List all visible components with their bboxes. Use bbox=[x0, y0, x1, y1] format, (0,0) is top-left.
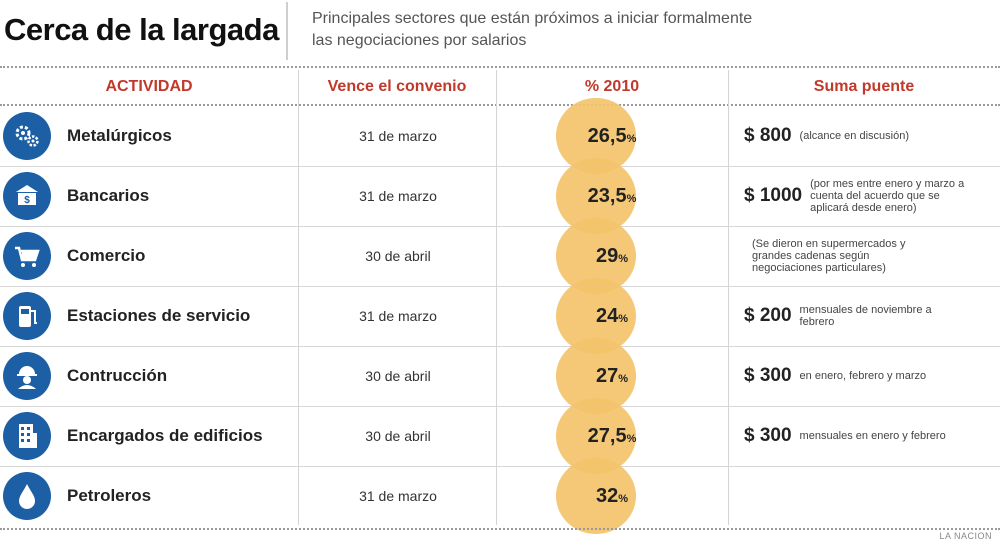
bridge-amount: $ 300 bbox=[744, 425, 792, 446]
bridge-note: (alcance en discusión) bbox=[799, 130, 909, 142]
oil-drop-icon bbox=[3, 472, 51, 520]
expiry-date: 30 de abril bbox=[365, 428, 431, 444]
column-divider bbox=[496, 70, 497, 525]
column-divider bbox=[728, 70, 729, 525]
percent-unit: % bbox=[626, 133, 637, 145]
column-divider bbox=[298, 70, 299, 525]
row-divider bbox=[0, 346, 1000, 347]
bridge-amount: $ 800 bbox=[744, 125, 792, 146]
table-row: Comercio 30 de abril 29% (Se dieron en s… bbox=[0, 218, 1000, 294]
column-header-activity: ACTIVIDAD bbox=[105, 78, 193, 95]
gears-icon bbox=[3, 112, 51, 160]
bridge-note: (por mes entre enero y marzo a cuenta de… bbox=[810, 178, 965, 214]
table-row: Estaciones de servicio 31 de marzo 24% $… bbox=[0, 278, 1000, 354]
table-row: Contrucción 30 de abril 27% $ 300 en ene… bbox=[0, 338, 1000, 414]
building-icon bbox=[3, 412, 51, 460]
column-header-percent: % 2010 bbox=[584, 78, 640, 95]
percent-number: 23,5 bbox=[587, 185, 627, 207]
subtitle: Principales sectores que están próximos … bbox=[312, 8, 852, 52]
percent-unit: % bbox=[618, 253, 629, 265]
table-row: Petroleros 31 de marzo 32% bbox=[0, 458, 1000, 534]
subtitle-line-1: Principales sectores que están próximos … bbox=[312, 10, 753, 27]
table-row: Encargados de edificios 30 de abril 27,5… bbox=[0, 398, 1000, 474]
bridge-amount: $ 200 bbox=[744, 305, 792, 326]
bridge-note: mensuales en enero y febrero bbox=[799, 430, 946, 442]
table-bottom-dotted-divider bbox=[0, 528, 1000, 530]
header-dotted-divider bbox=[0, 66, 1000, 68]
bridge-note: (Se dieron en supermercados y grandes ca… bbox=[752, 238, 906, 274]
row-divider bbox=[0, 226, 1000, 227]
percent-value: 27% bbox=[496, 346, 728, 406]
expiry-date: 30 de abril bbox=[365, 248, 431, 264]
fuel-pump-icon bbox=[3, 292, 51, 340]
percent-number: 27,5 bbox=[587, 425, 627, 447]
expiry-date: 31 de marzo bbox=[359, 308, 437, 324]
activity-name: Petroleros bbox=[67, 486, 152, 505]
bridge-note: mensuales de noviembre a febrero bbox=[799, 304, 932, 328]
bridge-sum: $ 200 mensuales de noviembre a febrero bbox=[744, 286, 965, 346]
percent-unit: % bbox=[618, 313, 629, 325]
table-header: ACTIVIDAD Vence el convenio % 2010 Suma … bbox=[0, 70, 1000, 104]
bridge-sum: (Se dieron en supermercados y grandes ca… bbox=[744, 226, 917, 286]
percent-value: 24% bbox=[496, 286, 728, 346]
activity-name: Estaciones de servicio bbox=[67, 306, 251, 325]
bridge-sum: $ 300 mensuales en enero y febrero bbox=[744, 406, 946, 466]
hard-hat-worker-icon bbox=[3, 352, 51, 400]
bridge-sum: $ 300 en enero, febrero y marzo bbox=[744, 346, 926, 406]
percent-unit: % bbox=[626, 193, 637, 205]
row-divider bbox=[0, 286, 1000, 287]
percent-unit: % bbox=[618, 373, 629, 385]
column-header-bridge: Suma puente bbox=[813, 78, 915, 95]
row-divider bbox=[0, 166, 1000, 167]
percent-number: 24 bbox=[595, 305, 619, 327]
bridge-sum bbox=[744, 466, 752, 526]
table-row: Metalúrgicos 31 de marzo 26,5% $ 800 (al… bbox=[0, 98, 1000, 174]
activity-name: Metalúrgicos bbox=[67, 126, 172, 145]
header: Cerca de la largada Principales sectores… bbox=[0, 0, 1000, 66]
activity-name: Encargados de edificios bbox=[67, 426, 263, 445]
bridge-amount: $ 300 bbox=[744, 365, 792, 386]
percent-value: 26,5% bbox=[496, 106, 728, 166]
activity-name: Contrucción bbox=[67, 366, 168, 385]
bridge-sum: $ 1000 (por mes entre enero y marzo a cu… bbox=[744, 166, 975, 226]
subtitle-line-2: las negociaciones por salarios bbox=[312, 32, 527, 49]
row-divider bbox=[0, 406, 1000, 407]
bridge-note: en enero, febrero y marzo bbox=[799, 370, 927, 382]
percent-unit: % bbox=[618, 493, 629, 505]
row-divider bbox=[0, 466, 1000, 467]
percent-value: 27,5% bbox=[496, 406, 728, 466]
percent-number: 29 bbox=[595, 245, 619, 267]
percent-value: 32% bbox=[496, 466, 728, 526]
percent-number: 26,5 bbox=[587, 125, 627, 147]
source-credit: LA NACION bbox=[939, 531, 992, 541]
table-header-dotted-divider bbox=[0, 104, 1000, 106]
expiry-date: 30 de abril bbox=[365, 368, 431, 384]
page-title: Cerca de la largada bbox=[4, 12, 279, 47]
expiry-date: 31 de marzo bbox=[359, 128, 437, 144]
expiry-date: 31 de marzo bbox=[359, 488, 437, 504]
svg-text:$: $ bbox=[24, 195, 30, 206]
activity-name: Comercio bbox=[67, 246, 146, 265]
percent-value: 29% bbox=[496, 226, 728, 286]
bridge-amount: $ 1000 bbox=[744, 185, 803, 206]
expiry-date: 31 de marzo bbox=[359, 188, 437, 204]
percent-number: 27 bbox=[595, 365, 619, 387]
title-divider bbox=[286, 2, 288, 60]
shopping-cart-icon bbox=[3, 232, 51, 280]
percent-number: 32 bbox=[595, 485, 619, 507]
column-header-expires: Vence el convenio bbox=[327, 78, 467, 95]
activity-name: Bancarios bbox=[67, 186, 150, 205]
bridge-sum: $ 800 (alcance en discusión) bbox=[744, 106, 909, 166]
percent-unit: % bbox=[626, 433, 637, 445]
percent-value: 23,5% bbox=[496, 166, 728, 226]
percent-highlight-circle bbox=[556, 458, 636, 534]
table-row: $ Bancarios 31 de marzo 23,5% $ 1000 (po… bbox=[0, 158, 1000, 234]
bank-icon: $ bbox=[3, 172, 51, 220]
